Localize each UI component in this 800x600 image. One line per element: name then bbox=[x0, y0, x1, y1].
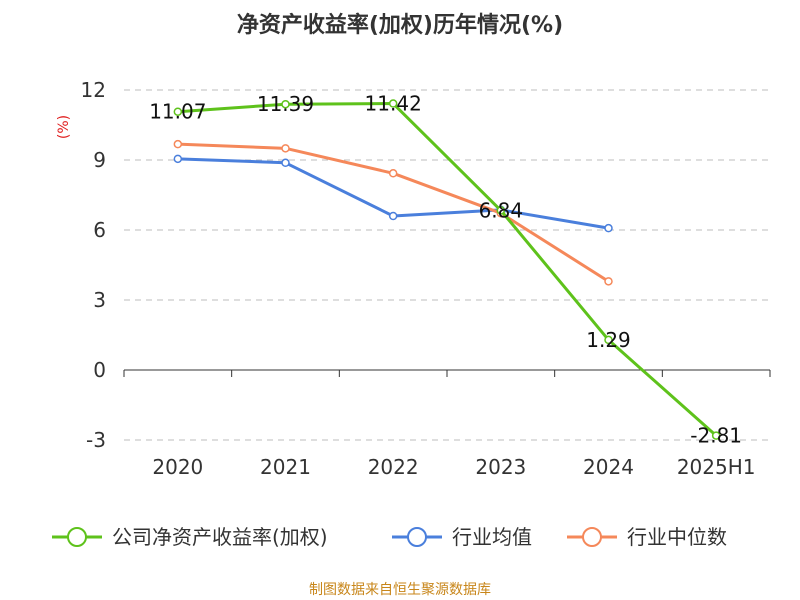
x-axis: 2020 2021 2022 2023 2024 2025H1 bbox=[123, 369, 771, 479]
data-point[interactable] bbox=[173, 139, 183, 149]
series-line bbox=[177, 102, 718, 437]
y-tick-label: 12 bbox=[81, 78, 106, 102]
data-point[interactable] bbox=[173, 107, 183, 116]
legend-label[interactable]: 行业中位数 bbox=[627, 525, 727, 549]
data-label: -2.81 bbox=[690, 424, 742, 448]
data-point[interactable] bbox=[281, 158, 290, 168]
y-tick-label: 3 bbox=[93, 288, 106, 312]
y-tick-label: 9 bbox=[93, 148, 106, 172]
y-tick-label: -3 bbox=[86, 428, 106, 452]
data-label: 11.07 bbox=[149, 100, 206, 124]
data-label: 11.42 bbox=[365, 92, 422, 116]
data-point[interactable] bbox=[604, 223, 613, 233]
data-point[interactable] bbox=[388, 99, 398, 108]
x-tick-label: 2024 bbox=[583, 455, 634, 479]
data-point[interactable] bbox=[281, 99, 290, 109]
data-point[interactable] bbox=[604, 335, 613, 345]
y-axis-unit: (%) bbox=[56, 115, 72, 139]
x-tick-label: 2022 bbox=[368, 455, 419, 479]
data-point[interactable] bbox=[388, 169, 398, 178]
data-label: 11.39 bbox=[257, 92, 314, 116]
y-tick-label: 0 bbox=[93, 358, 106, 382]
legend-marker[interactable] bbox=[582, 527, 602, 547]
data-label: 6.84 bbox=[479, 198, 524, 222]
data-point[interactable] bbox=[388, 211, 398, 221]
data-label: 1.29 bbox=[586, 328, 631, 352]
x-tick-label: 2025H1 bbox=[677, 455, 756, 479]
y-tick-label: 6 bbox=[93, 218, 106, 242]
source-note: 制图数据来自恒生聚源数据库 bbox=[309, 582, 491, 598]
data-point[interactable] bbox=[711, 431, 721, 440]
grid-lines bbox=[124, 89, 770, 441]
legend[interactable]: 公司净资产收益率(加权) 行业均值 行业中位数 bbox=[52, 525, 727, 549]
series-group bbox=[173, 99, 721, 440]
data-point[interactable] bbox=[496, 206, 506, 215]
chart-title: 净资产收益率(加权)历年情况(%) bbox=[237, 12, 563, 38]
legend-label[interactable]: 公司净资产收益率(加权) bbox=[112, 525, 328, 549]
legend-label[interactable]: 行业均值 bbox=[452, 525, 532, 549]
data-point[interactable] bbox=[604, 277, 613, 286]
x-tick-label: 2023 bbox=[475, 455, 526, 479]
legend-marker[interactable] bbox=[407, 527, 427, 547]
x-tick-label: 2021 bbox=[260, 455, 311, 479]
data-point[interactable] bbox=[173, 154, 183, 164]
data-point[interactable] bbox=[281, 144, 290, 153]
y-axis-ticks: -3 0 3 6 9 12 bbox=[81, 78, 106, 452]
legend-marker[interactable] bbox=[67, 527, 87, 547]
data-labels: 11.07 11.39 11.42 6.84 1.29 -2.81 bbox=[149, 92, 742, 448]
x-tick-label: 2020 bbox=[152, 455, 203, 479]
